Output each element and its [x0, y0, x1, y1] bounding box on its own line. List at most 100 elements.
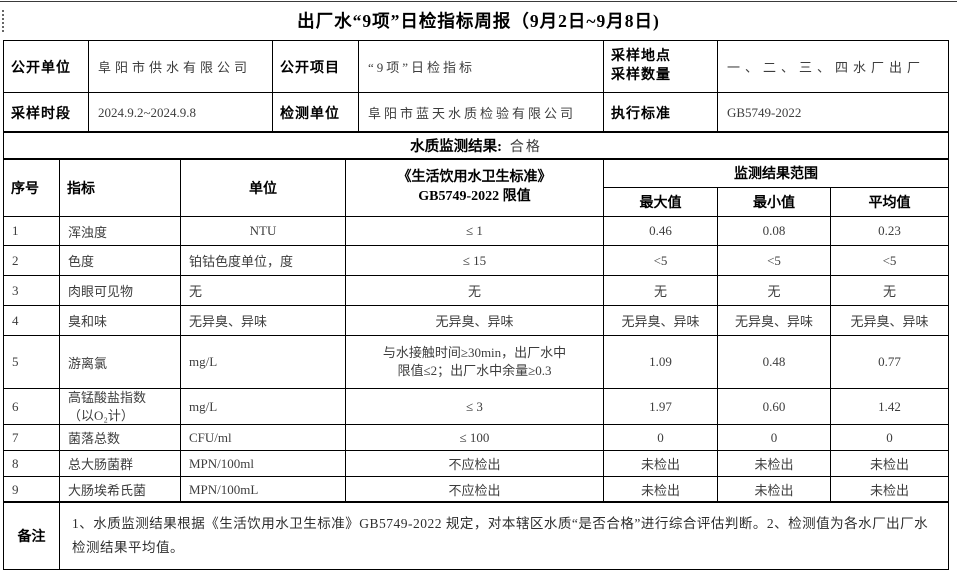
cell-no: 9	[3, 476, 60, 504]
cell-max: 无异臭、异味	[603, 305, 718, 336]
cell-limit: ≤ 1	[345, 216, 604, 246]
table-row: 5 游离氯 mg/L 与水接触时间≥30min，出厂水中 限值≤2；出厂水中余量…	[3, 335, 950, 389]
cell-indicator: 浑浊度	[59, 216, 181, 246]
cell-unit: mg/L	[180, 335, 346, 389]
cell-limit: ≤ 3	[345, 387, 604, 426]
cell-limit: 与水接触时间≥30min，出厂水中 限值≤2；出厂水中余量≥0.3	[345, 335, 604, 389]
cell-avg: 0.23	[829, 216, 950, 246]
cell-min: 0.48	[717, 335, 831, 389]
cell-unit: CFU/ml	[180, 424, 346, 452]
col-header-limit: 《生活饮用水卫生标准》 GB5749-2022 限值	[345, 158, 604, 217]
cell-unit: mg/L	[180, 387, 346, 426]
cell-min: 0.08	[717, 216, 831, 246]
cell-no: 5	[3, 335, 60, 389]
cell-avg: 未检出	[829, 476, 950, 504]
cell-unit: 无异臭、异味	[180, 305, 346, 336]
cell-max: <5	[603, 245, 718, 276]
standard-value: GB5749-2022	[717, 92, 949, 133]
cell-indicator: 臭和味	[59, 305, 181, 336]
public-unit-label: 公开单位	[3, 40, 89, 93]
cell-avg: 0	[829, 424, 950, 452]
cell-unit: MPN/100mL	[180, 476, 346, 504]
cell-no: 6	[3, 387, 60, 426]
cell-limit: 不应检出	[345, 450, 604, 478]
cell-min: <5	[717, 245, 831, 276]
standard-label: 执行标准	[603, 92, 718, 133]
col-header-indicator: 指标	[59, 158, 181, 217]
top-border-line	[0, 1, 957, 2]
testing-unit-value: 阜阳市蓝天水质检验有限公司	[358, 92, 604, 133]
cell-no: 4	[3, 305, 60, 336]
cell-min: 0.60	[717, 387, 831, 426]
cell-no: 2	[3, 245, 60, 276]
page-edge-dotted-artifact	[2, 10, 4, 32]
result-row: 水质监测结果: 合格	[3, 131, 949, 160]
cell-min: 0	[717, 424, 831, 452]
sampling-period-label: 采样时段	[3, 92, 89, 133]
cell-min: 未检出	[717, 476, 831, 504]
table-row: 8 总大肠菌群 MPN/100ml 不应检出 未检出 未检出 未检出	[3, 450, 950, 478]
cell-limit: ≤ 100	[345, 424, 604, 452]
cell-unit: MPN/100ml	[180, 450, 346, 478]
page-title: 出厂水“9项”日检指标周报（9月2日~9月8日)	[297, 11, 660, 31]
cell-limit: ≤ 15	[345, 245, 604, 276]
cell-no: 7	[3, 424, 60, 452]
table-row: 9 大肠埃希氏菌 MPN/100mL 不应检出 未检出 未检出 未检出	[3, 476, 950, 504]
cell-max: 1.97	[603, 387, 718, 426]
public-project-value: “9项”日检指标	[358, 40, 604, 93]
cell-avg: 1.42	[829, 387, 950, 426]
cell-indicator: 高锰酸盐指数 （以O₂计）	[59, 387, 181, 426]
cell-no: 8	[3, 450, 60, 478]
cell-indicator: 总大肠菌群	[59, 450, 181, 478]
cell-indicator: 游离氯	[59, 335, 181, 389]
cell-max: 0	[603, 424, 718, 452]
cell-avg: 无	[829, 275, 950, 306]
cell-max: 0.46	[603, 216, 718, 246]
table-row: 6 高锰酸盐指数 （以O₂计） mg/L ≤ 3 1.97 0.60 1.42	[3, 387, 950, 426]
cell-limit: 无	[345, 275, 604, 306]
cell-avg: 无异臭、异味	[829, 305, 950, 336]
cell-limit: 无异臭、异味	[345, 305, 604, 336]
col-header-avg: 平均值	[829, 187, 950, 217]
cell-indicator: 色度	[59, 245, 181, 276]
testing-unit-label: 检测单位	[272, 92, 359, 133]
col-header-range: 监测结果范围	[602, 158, 950, 188]
public-project-label: 公开项目	[272, 40, 359, 93]
cell-max: 未检出	[603, 476, 718, 504]
table-row: 7 菌落总数 CFU/ml ≤ 100 0 0 0	[3, 424, 950, 452]
cell-max: 1.09	[603, 335, 718, 389]
col-header-max: 最大值	[603, 187, 718, 217]
table-row: 4 臭和味 无异臭、异味 无异臭、异味 无异臭、异味 无异臭、异味 无异臭、异味	[3, 305, 950, 336]
cell-avg: 0.77	[829, 335, 950, 389]
result-table: 水质监测结果: 合格	[3, 131, 949, 160]
result-value: 合格	[509, 140, 542, 155]
info-table: 公开单位 阜阳市供水有限公司 公开项目 “9项”日检指标 采样地点 采样数量 一…	[3, 40, 949, 133]
cell-no: 1	[3, 216, 60, 246]
cell-indicator: 菌落总数	[59, 424, 181, 452]
remark-table: 备注 1、水质监测结果根据《生活饮用水卫生标准》GB5749-2022 规定，对…	[3, 501, 949, 570]
cell-max: 无	[603, 275, 718, 306]
cell-min: 无异臭、异味	[717, 305, 831, 336]
remark-label: 备注	[3, 501, 60, 570]
cell-indicator: 大肠埃希氏菌	[59, 476, 181, 504]
cell-max: 未检出	[603, 450, 718, 478]
table-row: 3 肉眼可见物 无 无 无 无 无	[3, 275, 950, 306]
table-row: 1 浑浊度 NTU ≤ 1 0.46 0.08 0.23	[3, 216, 950, 246]
cell-unit: 无	[180, 275, 346, 306]
sampling-site-label: 采样地点 采样数量	[603, 40, 718, 93]
public-unit-value: 阜阳市供水有限公司	[88, 40, 273, 93]
col-header-min: 最小值	[717, 187, 831, 217]
cell-avg: <5	[829, 245, 950, 276]
cell-avg: 未检出	[829, 450, 950, 478]
indicators-table: 序号 指标 单位 《生活饮用水卫生标准》 GB5749-2022 限值 监测结果…	[3, 158, 950, 504]
result-label: 水质监测结果:	[410, 139, 502, 155]
sampling-period-value: 2024.9.2~2024.9.8	[88, 92, 273, 133]
cell-no: 3	[3, 275, 60, 306]
cell-min: 无	[717, 275, 831, 306]
cell-unit: 铂钴色度单位，度	[180, 245, 346, 276]
remark-text: 1、水质监测结果根据《生活饮用水卫生标准》GB5749-2022 规定，对本辖区…	[59, 501, 949, 570]
cell-limit: 不应检出	[345, 476, 604, 504]
cell-unit: NTU	[180, 216, 346, 246]
cell-indicator: 肉眼可见物	[59, 275, 181, 306]
